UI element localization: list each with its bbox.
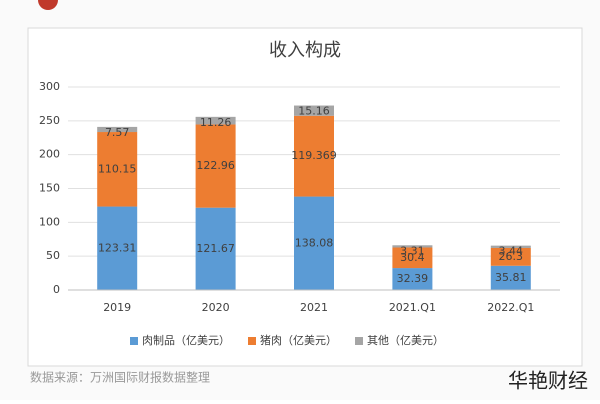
value-label: 110.15	[98, 162, 137, 175]
value-label: 119.369	[291, 149, 337, 162]
bar-segment	[392, 247, 433, 269]
y-tick-label: 300	[39, 80, 60, 93]
bar-segment	[195, 116, 236, 125]
y-tick-label: 100	[39, 215, 60, 228]
chart-title: 收入构成	[269, 40, 341, 61]
y-tick-label: 150	[39, 182, 60, 195]
bar-segment	[195, 207, 236, 290]
bar-segment	[195, 124, 236, 208]
source-note: 数据来源：万洲国际财报数据整理	[30, 370, 210, 385]
watermark: 华艳财经	[508, 369, 588, 393]
bar-segment	[392, 268, 433, 290]
value-label: 35.81	[495, 271, 527, 284]
x-tick-label: 2020	[202, 301, 230, 314]
value-label: 11.26	[200, 116, 232, 129]
bar-segment	[392, 245, 433, 248]
value-label: 15.16	[298, 105, 330, 118]
legend-swatch	[248, 337, 256, 345]
value-label: 30.4	[400, 251, 425, 264]
bar-segment	[97, 206, 138, 290]
value-label: 7.57	[105, 126, 130, 139]
legend-label: 肉制品（亿美元）	[142, 334, 230, 347]
y-tick-label: 250	[39, 114, 60, 127]
y-tick-label: 200	[39, 148, 60, 161]
value-label: 121.67	[196, 242, 235, 255]
y-tick-label: 0	[53, 283, 60, 296]
value-label: 3.31	[400, 244, 425, 257]
legend-label: 其他（亿美元）	[367, 334, 444, 347]
bar-segment	[97, 132, 138, 207]
value-label: 122.96	[196, 159, 235, 172]
x-tick-label: 2021	[300, 301, 328, 314]
logo	[38, 0, 58, 10]
x-tick-label: 2021.Q1	[389, 301, 436, 314]
bar-segment	[294, 115, 334, 197]
value-label: 26.3	[499, 250, 524, 263]
bar-segment	[294, 196, 334, 290]
value-label: 123.31	[98, 241, 137, 254]
bar-segment	[490, 245, 531, 248]
bar-segment	[97, 126, 138, 133]
x-tick-label: 2022.Q1	[487, 301, 534, 314]
y-tick-label: 50	[46, 249, 60, 262]
bar-segment	[490, 247, 531, 266]
legend-label: 猪肉（亿美元）	[260, 334, 337, 347]
bar-segment	[490, 265, 531, 290]
value-label: 138.08	[295, 236, 334, 249]
legend-swatch	[355, 337, 363, 345]
x-tick-label: 2019	[103, 301, 131, 314]
bar-segment	[294, 105, 334, 116]
value-label: 3.44	[499, 245, 524, 258]
legend-swatch	[130, 337, 138, 345]
value-label: 32.39	[397, 272, 429, 285]
